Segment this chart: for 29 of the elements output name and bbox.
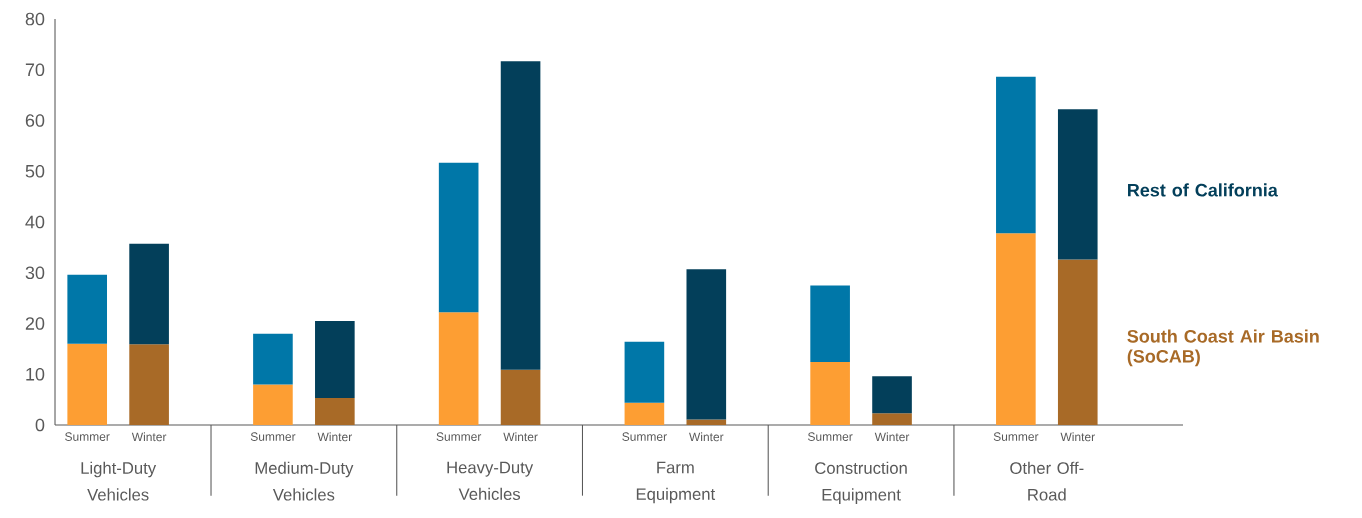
x-tick-label: Summer bbox=[250, 432, 296, 441]
x-tick-label: Winter bbox=[131, 432, 167, 442]
y-tick-label: 30 bbox=[25, 266, 45, 280]
x-tick-label: Winter bbox=[317, 432, 352, 442]
text: Heavy-Duty Vehicles bbox=[447, 461, 534, 501]
text: Medium-Duty Vehicles bbox=[255, 461, 354, 501]
series-label: South Coast Air Basin (SoCAB) bbox=[1127, 329, 1319, 367]
y-tick-label: 10 bbox=[26, 367, 45, 381]
series-label: Rest of California bbox=[1128, 183, 1278, 197]
x-tick-label: Summer bbox=[622, 432, 667, 441]
y-tick-label: 70 bbox=[25, 63, 45, 77]
y-tick-label: 50 bbox=[25, 164, 45, 178]
y-tick-label: 0 bbox=[35, 418, 45, 432]
y-tick-label: 60 bbox=[25, 114, 45, 127]
y-tick-label: 40 bbox=[25, 215, 45, 229]
y-tick-label: 80 bbox=[25, 12, 45, 26]
text: Other Off-Road bbox=[1010, 461, 1084, 501]
y-tick-label: 20 bbox=[25, 317, 45, 330]
x-tick-label: Winter bbox=[874, 432, 910, 442]
text: Farm Equipment bbox=[636, 461, 716, 504]
x-tick-label: Summer bbox=[808, 432, 853, 441]
text: Light-Duty Vehicles bbox=[81, 461, 157, 501]
text: Construction Equipment bbox=[815, 461, 907, 504]
x-tick-label: Summer bbox=[993, 432, 1039, 441]
x-tick-label: Summer bbox=[436, 432, 482, 441]
x-tick-label: Winter bbox=[689, 432, 724, 442]
x-tick-label: Summer bbox=[65, 432, 110, 441]
x-tick-label: Winter bbox=[503, 432, 538, 442]
x-tick-label: Winter bbox=[1060, 432, 1095, 442]
